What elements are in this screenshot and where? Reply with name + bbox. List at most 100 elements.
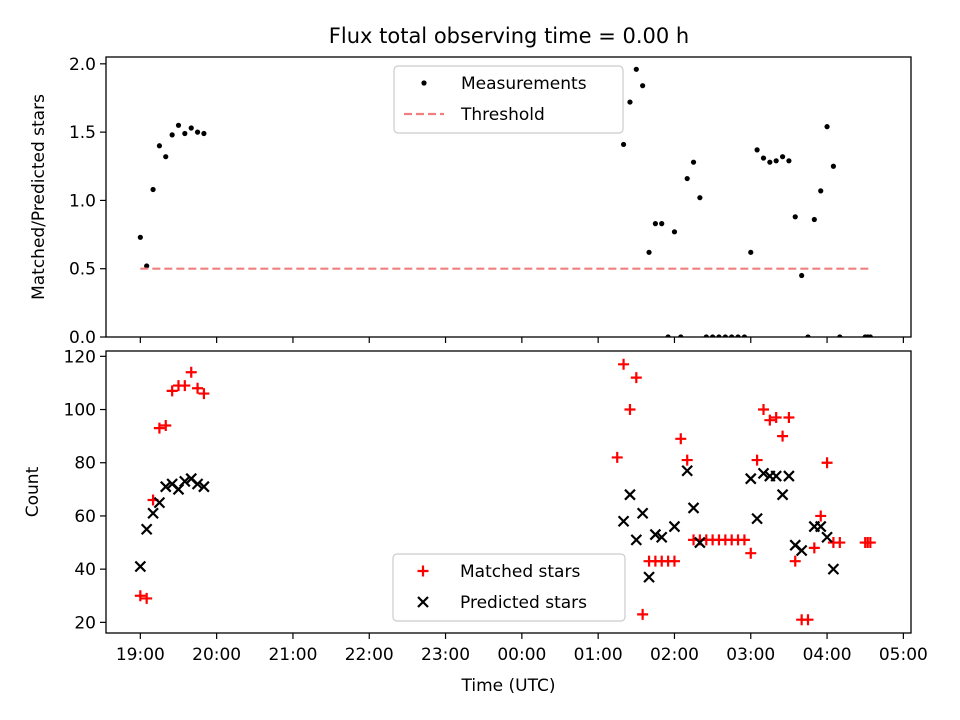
- matched-stars-point: [153, 422, 165, 434]
- top-ytick-label: 1.0: [69, 191, 96, 211]
- bottom-ytick-label: 120: [64, 347, 96, 367]
- measurements-point: [646, 249, 652, 255]
- measurements-point: [194, 129, 201, 135]
- measurements-point: [156, 143, 163, 149]
- matched-stars-point: [611, 451, 623, 463]
- measurements-legend-label: Measurements: [461, 74, 587, 94]
- measurements-point: [697, 195, 703, 201]
- matched-stars-point: [637, 608, 649, 620]
- matched-stars-point: [681, 454, 693, 466]
- bottom-ytick-label: 40: [74, 560, 96, 580]
- bottom-xtick-label: 20:00: [192, 645, 241, 665]
- measurements-point: [811, 216, 817, 223]
- bottom-panel: 20 40 60 80 100 120 19:00 20:00 21:00 22:00 23:00 0…: [23, 347, 928, 696]
- bottom-xtick-label: 05:00: [879, 645, 928, 665]
- predicted-stars-point: [795, 544, 808, 557]
- predicted-stars-point: [751, 512, 763, 525]
- matched-stars-point: [789, 555, 801, 567]
- predicted-stars-point: [668, 520, 681, 533]
- measurements-point: [640, 83, 646, 89]
- measurements-point: [627, 99, 633, 105]
- matched-stars-point: [783, 412, 795, 424]
- bottom-xtick-label: 00:00: [497, 645, 546, 665]
- measurements-point: [760, 155, 767, 161]
- matched-stars-point: [751, 454, 763, 466]
- predicted-stars-point: [681, 464, 693, 477]
- matched-stars-point: [745, 547, 757, 559]
- bottom-ytick-label: 20: [74, 613, 96, 633]
- predicted-stars-point: [147, 507, 159, 520]
- measurements-point: [201, 130, 207, 137]
- matched-stars-point: [864, 537, 876, 549]
- bottom-xtick-label: 23:00: [421, 645, 470, 665]
- predicted-stars-point: [694, 536, 706, 549]
- top-ytick-label: 1.5: [69, 123, 96, 143]
- predicted-stars-point: [655, 531, 668, 544]
- predicted-stars-point: [687, 502, 700, 514]
- measurements-legend-swatch: [421, 80, 427, 86]
- matched-stars-point: [821, 457, 833, 469]
- predicted-stars-point: [134, 560, 147, 573]
- bottom-ytick-label: 80: [74, 454, 96, 474]
- matched-stars-point: [764, 414, 776, 426]
- predicted-stars-point: [153, 496, 166, 509]
- predicted-stars-point: [770, 470, 782, 482]
- predicted-stars-point: [630, 534, 643, 546]
- top-ytick-label: 0.0: [69, 328, 96, 348]
- predicted-stars-point: [617, 515, 630, 528]
- measurements-point: [169, 132, 175, 138]
- threshold-legend-label: Threshold: [460, 105, 545, 125]
- matched-stars-point: [675, 433, 687, 445]
- measurements-point: [671, 229, 678, 235]
- predicted-stars-point: [636, 507, 649, 520]
- top-legend-box: [393, 65, 624, 134]
- bottom-ylabel: Count: [23, 466, 43, 517]
- measurements-point: [824, 124, 830, 130]
- top-ytick-label: 0.5: [69, 260, 96, 280]
- measurements-point: [182, 130, 188, 137]
- measurements-point: [175, 122, 182, 128]
- predicted-stars-legend-label: Predicted stars: [460, 593, 587, 613]
- measurements-point: [786, 158, 792, 164]
- bottom-xtick-label: 21:00: [268, 645, 317, 665]
- measurements-point: [633, 66, 639, 72]
- matched-stars-point: [198, 388, 210, 400]
- measurements-point: [779, 154, 786, 160]
- measurements-point: [767, 159, 773, 165]
- matched-stars-point: [815, 510, 827, 522]
- matched-stars-point: [834, 537, 846, 549]
- measurements-point: [754, 147, 760, 153]
- bottom-xtick-label: 04:00: [803, 645, 852, 665]
- matched-stars-point: [758, 404, 770, 416]
- measurements-point: [830, 163, 836, 169]
- predicted-stars-point: [159, 480, 172, 493]
- matched-stars-point: [624, 404, 636, 416]
- matched-stars-point: [668, 555, 680, 567]
- measurements-point: [144, 263, 150, 269]
- matched-stars-point: [777, 430, 789, 442]
- predicted-stars-point: [814, 520, 827, 533]
- bottom-series-group: [134, 358, 876, 626]
- top-ytick-label: 2.0: [69, 55, 96, 75]
- bottom-xtick-label: 22:00: [345, 645, 394, 665]
- predicted-stars-point: [624, 488, 636, 501]
- matched-stars-point: [166, 385, 178, 397]
- predicted-stars-point: [757, 467, 770, 480]
- measurements-point: [620, 141, 627, 148]
- predicted-stars-point: [744, 472, 757, 485]
- bottom-xtick-label: 01:00: [574, 645, 623, 665]
- bottom-xtick-label: 03:00: [726, 645, 775, 665]
- predicted-stars-point: [172, 483, 185, 496]
- predicted-stars-point: [643, 571, 655, 583]
- top-panel: 0.0 0.5 1.0 1.5 2.0 Matched/Predicted stars Me…: [29, 55, 912, 348]
- bottom-xtick-label: 19:00: [116, 645, 165, 665]
- bottom-ytick-label: 60: [74, 507, 96, 527]
- top-axes-frame: [105, 56, 912, 338]
- matched-stars-legend-label: Matched stars: [460, 562, 580, 582]
- matched-stars-point: [134, 590, 146, 602]
- predicted-stars-point: [191, 478, 204, 490]
- predicted-stars-point: [179, 475, 191, 488]
- bottom-xlabel: Time (UTC): [461, 676, 556, 696]
- matched-stars-point: [770, 412, 782, 424]
- measurements-point: [690, 159, 697, 165]
